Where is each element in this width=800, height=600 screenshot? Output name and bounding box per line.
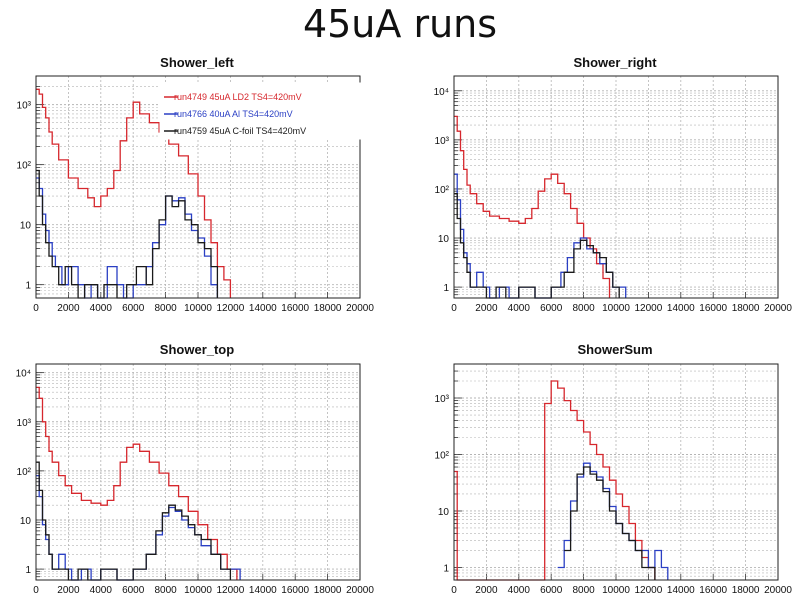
- x-tick-label: 8000: [154, 585, 177, 596]
- x-tick-label: 16000: [281, 585, 309, 596]
- chart-shower-sum: ShowerSum 0 2000 4000 6000 8000 10000 12000 140…: [410, 338, 800, 600]
- x-tick-label: 12000: [216, 585, 244, 596]
- x-tick-label: 8000: [572, 585, 595, 596]
- plot-area: 0 2000 4000 6000 8000 10000 12000 14000 16000 180…: [435, 363, 792, 596]
- chart-shower-top: Shower_top 0 2000 4000 6000 8000 10000 12000 14…: [0, 338, 400, 600]
- x-tick-label: 4000: [90, 303, 113, 314]
- y-tick-label: 10³: [17, 101, 32, 112]
- plot-frame: [453, 75, 779, 299]
- x-tick-label: 2000: [57, 585, 80, 596]
- x-tick-label: 6000: [122, 303, 145, 314]
- y-tick-label: 10: [20, 221, 32, 232]
- plot-area: 0 2000 4000 6000 8000 10000 12000 14000 16000 180…: [434, 75, 792, 314]
- chart-title: Shower_top: [160, 342, 234, 357]
- chart-shower-left: Shower_left 0 2000 4000 6000 8000 10000 12000 1…: [0, 52, 400, 322]
- x-tick-label: 20000: [764, 585, 792, 596]
- y-tick-label: 10³: [17, 418, 32, 429]
- y-tick-label: 10: [438, 234, 450, 245]
- plot-frame: [35, 363, 361, 581]
- x-tick-label: 14000: [667, 585, 695, 596]
- y-tick-label: 10²: [435, 450, 450, 461]
- x-tick-label: 18000: [314, 585, 342, 596]
- chart-shower-left-svg: Shower_left 0 2000 4000 6000 8000 10000 12000 1…: [17, 55, 375, 314]
- x-tick-label: 10000: [602, 303, 630, 314]
- x-tick-label: 18000: [732, 585, 760, 596]
- chart-title: Shower_left: [160, 55, 234, 70]
- x-tick-label: 20000: [346, 303, 374, 314]
- x-tick-label: 2000: [475, 585, 498, 596]
- x-tick-label: 4000: [90, 585, 113, 596]
- y-tick-label: 1: [443, 563, 449, 574]
- x-tick-label: 10000: [184, 585, 212, 596]
- y-tick-label: 10²: [17, 161, 32, 172]
- x-tick-label: 18000: [732, 303, 760, 314]
- plot-frame: [35, 75, 361, 299]
- x-tick-label: 4000: [508, 303, 531, 314]
- x-tick-label: 14000: [249, 303, 277, 314]
- x-tick-label: 12000: [634, 585, 662, 596]
- x-tick-label: 8000: [572, 303, 595, 314]
- y-tick-label: 10³: [435, 136, 450, 147]
- series-line-run4749: [36, 88, 232, 298]
- y-tick-label: 1: [25, 281, 31, 292]
- x-tick-label: 6000: [540, 585, 563, 596]
- x-tick-label: 18000: [314, 303, 342, 314]
- page-title: 45uA runs: [302, 2, 498, 46]
- x-tick-label: 2000: [57, 303, 80, 314]
- y-tick-label: 1: [443, 283, 449, 294]
- x-tick-label: 12000: [216, 303, 244, 314]
- plot-area: 0 2000 4000 6000 8000 10000 12000 14000 16000 180…: [16, 363, 374, 596]
- x-tick-label: 0: [33, 303, 39, 314]
- x-tick-label: 0: [451, 303, 457, 314]
- series-line-series-0: [454, 380, 656, 581]
- legend-label-run4749: run4749 45uA LD2 TS4=420mV: [174, 92, 302, 102]
- x-tick-label: 6000: [122, 585, 145, 596]
- y-tick-label: 1: [25, 565, 31, 576]
- x-tick-label: 20000: [346, 585, 374, 596]
- series-line-series-0: [36, 386, 238, 580]
- legend-box: [159, 82, 361, 140]
- x-tick-label: 16000: [699, 303, 727, 314]
- chart-shower-top-svg: Shower_top 0 2000 4000 6000 8000 10000 12000 14…: [16, 342, 375, 596]
- x-tick-label: 4000: [508, 585, 531, 596]
- y-tick-label: 10⁴: [16, 369, 31, 380]
- x-tick-label: 8000: [154, 303, 177, 314]
- x-tick-label: 0: [33, 585, 39, 596]
- series-line-series-2: [454, 193, 620, 299]
- chart-shower-right-svg: Shower_right 0 2000 4000 6000 8000 10000 12000…: [434, 55, 793, 314]
- x-tick-label: 20000: [764, 303, 792, 314]
- legend-label-run4759: run4759 45uA C-foil TS4=420mV: [174, 126, 306, 136]
- chart-title: Shower_right: [573, 55, 657, 70]
- series-line-series-2: [36, 461, 232, 581]
- x-tick-label: 14000: [667, 303, 695, 314]
- y-tick-label: 10²: [435, 185, 450, 196]
- x-tick-label: 14000: [249, 585, 277, 596]
- y-tick-label: 10³: [435, 394, 450, 405]
- x-tick-label: 16000: [699, 585, 727, 596]
- series-line-series-2: [564, 466, 656, 580]
- chart-shower-sum-svg: ShowerSum 0 2000 4000 6000 8000 10000 12000 140…: [435, 342, 793, 596]
- y-tick-label: 10²: [17, 467, 32, 478]
- y-tick-label: 10⁴: [434, 87, 449, 98]
- x-tick-label: 6000: [540, 303, 563, 314]
- legend: run4749 45uA LD2 TS4=420mV run4766 40uA …: [159, 82, 361, 140]
- chart-shower-right: Shower_right 0 2000 4000 6000 8000 10000 12000…: [410, 52, 800, 322]
- x-tick-label: 10000: [602, 585, 630, 596]
- plot-frame: [453, 363, 779, 581]
- x-tick-label: 0: [451, 585, 457, 596]
- y-tick-label: 10: [20, 516, 32, 527]
- chart-title: ShowerSum: [577, 342, 652, 357]
- x-tick-label: 2000: [475, 303, 498, 314]
- legend-label-run4766: run4766 40uA Al TS4=420mV: [174, 109, 293, 119]
- y-tick-label: 10: [438, 507, 450, 518]
- x-tick-label: 10000: [184, 303, 212, 314]
- series-line-series-0: [454, 115, 611, 298]
- series-line-run4766: [36, 177, 219, 299]
- x-tick-label: 16000: [281, 303, 309, 314]
- x-tick-label: 12000: [634, 303, 662, 314]
